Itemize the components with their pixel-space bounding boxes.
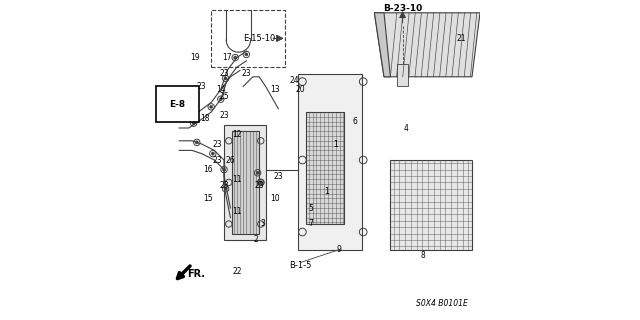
Text: B-1-5: B-1-5	[290, 261, 312, 270]
Circle shape	[224, 77, 227, 80]
Circle shape	[256, 171, 259, 174]
Text: E-15-10: E-15-10	[243, 34, 275, 43]
FancyBboxPatch shape	[298, 74, 362, 250]
FancyBboxPatch shape	[232, 131, 259, 234]
Text: B-23-10: B-23-10	[383, 4, 423, 12]
FancyBboxPatch shape	[397, 64, 408, 86]
Text: 20: 20	[296, 85, 306, 94]
Text: 4: 4	[404, 124, 409, 132]
Text: 6: 6	[353, 117, 358, 126]
Text: 26: 26	[225, 156, 236, 164]
Polygon shape	[374, 13, 480, 77]
Text: 23: 23	[196, 82, 207, 91]
Text: 23: 23	[219, 181, 229, 190]
Text: 1: 1	[333, 140, 339, 148]
Text: 13: 13	[270, 85, 280, 94]
Text: 12: 12	[232, 130, 241, 139]
Text: 23: 23	[273, 172, 284, 180]
Circle shape	[211, 152, 214, 155]
Text: 7: 7	[308, 220, 313, 228]
Text: E-8: E-8	[170, 100, 186, 108]
Text: 25: 25	[219, 92, 229, 100]
FancyBboxPatch shape	[224, 125, 266, 240]
Circle shape	[259, 181, 262, 184]
Circle shape	[195, 141, 198, 144]
Text: 1: 1	[324, 188, 329, 196]
Text: 21: 21	[456, 34, 465, 43]
Polygon shape	[374, 13, 390, 77]
Text: 23: 23	[219, 111, 229, 120]
Text: 23: 23	[212, 140, 223, 148]
Text: S0X4 B0101E: S0X4 B0101E	[415, 300, 468, 308]
Text: 16: 16	[203, 165, 213, 174]
Text: 23: 23	[241, 69, 252, 78]
Text: FR.: FR.	[187, 268, 205, 279]
Circle shape	[224, 187, 227, 190]
Text: 14: 14	[216, 85, 226, 94]
Text: 11: 11	[232, 207, 241, 216]
Text: 23: 23	[254, 181, 264, 190]
Text: 9: 9	[337, 245, 342, 254]
Text: 11: 11	[232, 175, 241, 184]
Text: 24: 24	[289, 76, 300, 84]
Circle shape	[210, 105, 212, 108]
Text: 15: 15	[203, 194, 213, 203]
Text: 10: 10	[270, 194, 280, 203]
Text: 19: 19	[190, 53, 200, 62]
Text: 23: 23	[212, 156, 223, 164]
FancyBboxPatch shape	[306, 112, 344, 224]
Text: 5: 5	[308, 204, 313, 212]
Circle shape	[223, 168, 226, 171]
Circle shape	[219, 98, 223, 101]
Circle shape	[192, 122, 195, 125]
Text: 8: 8	[420, 252, 425, 260]
Circle shape	[234, 56, 237, 59]
Circle shape	[191, 117, 193, 120]
Text: 17: 17	[222, 53, 232, 62]
Text: 23: 23	[219, 69, 229, 78]
Text: 2: 2	[253, 236, 259, 244]
Text: 22: 22	[232, 268, 241, 276]
Text: 18: 18	[200, 114, 209, 123]
Polygon shape	[390, 160, 472, 250]
Circle shape	[245, 53, 248, 56]
Text: 3: 3	[260, 220, 265, 228]
